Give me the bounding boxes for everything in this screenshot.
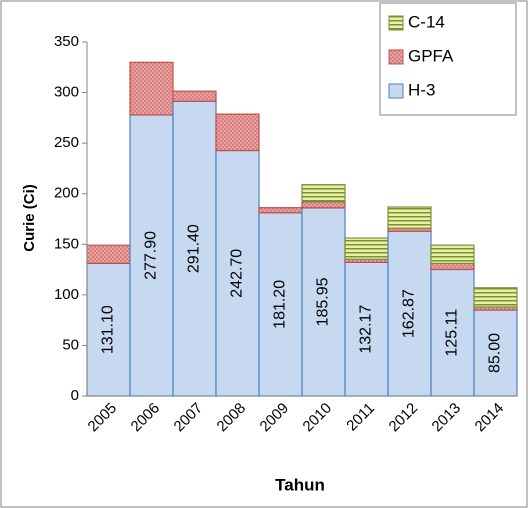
data-label: 162.87 [401,289,418,338]
y-tick-label: 200 [54,185,79,202]
y-tick-label: 250 [54,134,79,151]
bar-segment [473,309,518,397]
bar-segment [258,207,303,214]
bar-segment [301,184,346,203]
bar-segment [301,201,346,209]
data-label: 181.20 [272,280,289,329]
y-tick-label: 300 [54,84,79,101]
data-label: 242.70 [229,249,246,298]
bar-segment [344,237,389,260]
legend-label: GPFA [408,46,454,65]
legend-label: C-14 [408,12,445,31]
data-label: 291.40 [186,224,203,273]
y-tick-label: 150 [54,235,79,252]
legend-swatch [388,49,404,65]
bar-segment [215,113,260,152]
data-label: 131.10 [100,305,117,354]
legend-label: H-3 [408,80,435,99]
data-label: 125.11 [444,309,461,357]
data-label: 85.00 [487,333,504,373]
x-axis-title: Tahun [275,475,325,494]
bar-segment [430,244,475,264]
bar-segment [387,206,432,229]
y-tick-label: 50 [62,336,79,353]
bar-segment [172,90,217,102]
y-tick-label: 350 [54,33,79,50]
data-label: 185.95 [315,277,332,326]
data-label: 132.17 [358,305,375,354]
bar-segment [430,268,475,397]
bar-segment [86,244,131,265]
y-tick-label: 0 [71,387,79,404]
y-axis-title: Curie (Ci) [21,184,38,252]
legend-swatch [388,15,404,31]
bar-segment [473,287,518,308]
bar-segment [430,262,475,271]
legend-swatch [388,83,404,99]
bar-segment [129,61,174,116]
bar-segment [301,207,346,397]
data-label: 277.90 [143,231,160,280]
y-tick-label: 100 [54,286,79,303]
